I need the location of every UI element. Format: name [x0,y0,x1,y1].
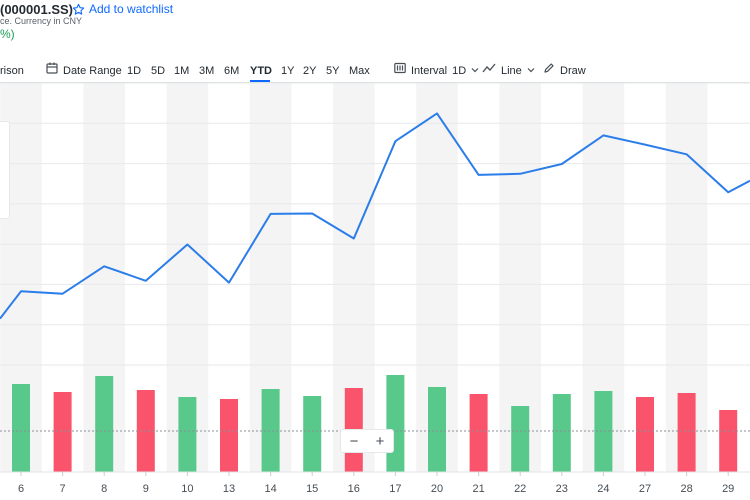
symbol-title: (000001.SS) [0,2,73,17]
watchlist-label: Add to watchlist [89,2,174,16]
price-change: %) [0,27,15,41]
range-5d[interactable]: 5D [151,65,166,77]
price-point [61,292,65,296]
chart-canvas: 6 7 8 9 10 13 14 15 16 17 20 21 22 23 24 27 28 29 [0,83,750,495]
x-tick-label: 6 [18,483,24,495]
price-point [352,237,356,241]
chart-type-button[interactable]: Line [482,60,535,82]
chart-toolbar: rison Date Range 1D 5D 1M 3M 6M YTD 1Y 2… [0,60,750,84]
volume-bar [469,394,488,472]
price-point [19,289,23,293]
volume-bar [95,376,114,472]
range-1d[interactable]: 1D [127,65,142,77]
side-panel-tab[interactable] [0,121,10,219]
line-chart-icon [482,60,496,82]
range-ytd[interactable]: YTD [250,65,272,77]
range-1m[interactable]: 1M [174,65,190,77]
volume-bar [428,387,446,472]
x-tick-label: 14 [264,483,276,495]
active-range-indicator [250,80,270,82]
price-point [601,133,605,137]
volume-bar [511,406,530,472]
x-tick-label: 9 [143,483,149,495]
x-tick-label: 16 [348,483,360,495]
price-point [685,152,689,156]
price-point [393,139,397,143]
x-tick-label: 13 [223,483,235,495]
calendar-icon [46,60,58,82]
add-to-watchlist-button[interactable]: Add to watchlist [72,2,173,16]
zoom-out-button[interactable]: − [349,432,359,450]
volume-bar [636,397,654,472]
volume-bar [594,391,613,472]
x-tick-label: 15 [306,483,318,495]
price-point [643,143,647,147]
x-tick-label: 29 [722,483,734,495]
price-point [518,172,522,176]
x-tick-label: 27 [639,483,651,495]
x-tick-label: 10 [181,483,193,495]
interval-label: Interval [411,65,448,77]
comparison-label: rison [0,65,24,77]
volume-bar [719,410,738,472]
currency-note: ce. Currency in CNY [0,16,83,26]
range-5y[interactable]: 5Y [326,65,340,77]
volume-bar [220,399,238,472]
comparison-button[interactable]: rison [0,60,24,82]
x-tick-label: 17 [389,483,401,495]
volume-bar [12,384,30,472]
draw-label: Draw [560,65,586,77]
candlestick-icon [394,60,406,82]
chevron-down-icon [471,60,479,82]
range-6m[interactable]: 6M [224,65,240,77]
x-tick-label: 20 [431,483,443,495]
chart-type-label: Line [501,65,522,77]
zoom-in-button[interactable]: + [375,432,385,450]
volume-bar [552,394,571,472]
volume-bar [386,375,405,472]
volume-bar [261,389,280,472]
x-tick-label: 22 [514,483,526,495]
date-range-label: Date Range [63,65,122,77]
price-point [102,264,106,268]
pencil-icon [543,60,555,82]
x-tick-label: 7 [60,483,66,495]
range-max[interactable]: Max [349,65,370,77]
volume-bar [303,396,322,472]
quote-header: (000001.SS) Add to watchlist ce. Currenc… [0,0,750,50]
price-point [185,243,189,247]
chevron-down-icon [527,60,535,82]
volume-bar [178,397,197,472]
volume-bar [677,393,696,472]
x-tick-label: 24 [597,483,609,495]
price-point [144,279,148,283]
x-tick-label: 8 [101,483,107,495]
draw-button[interactable]: Draw [543,60,586,82]
star-icon [72,3,85,16]
price-point [560,162,564,166]
interval-button[interactable]: Interval 1D [394,60,479,82]
x-tick-label: 28 [680,483,692,495]
price-point [435,111,439,115]
volume-bar [53,392,72,472]
price-chart[interactable]: 6 7 8 9 10 13 14 15 16 17 20 21 22 23 24 27 28 29 − + [0,83,750,500]
interval-value: 1D [452,65,467,77]
x-tick-label: 23 [556,483,568,495]
price-point [477,173,481,177]
zoom-controls: − + [340,429,394,453]
price-point [726,190,730,194]
x-tick-label: 21 [472,483,484,495]
range-1y[interactable]: 1Y [281,65,295,77]
price-point [310,212,314,216]
range-2y[interactable]: 2Y [303,65,317,77]
range-3m[interactable]: 3M [199,65,215,77]
date-range-button[interactable]: Date Range [46,60,122,82]
price-point [227,281,231,285]
price-point [269,212,273,216]
price-line [0,112,750,320]
